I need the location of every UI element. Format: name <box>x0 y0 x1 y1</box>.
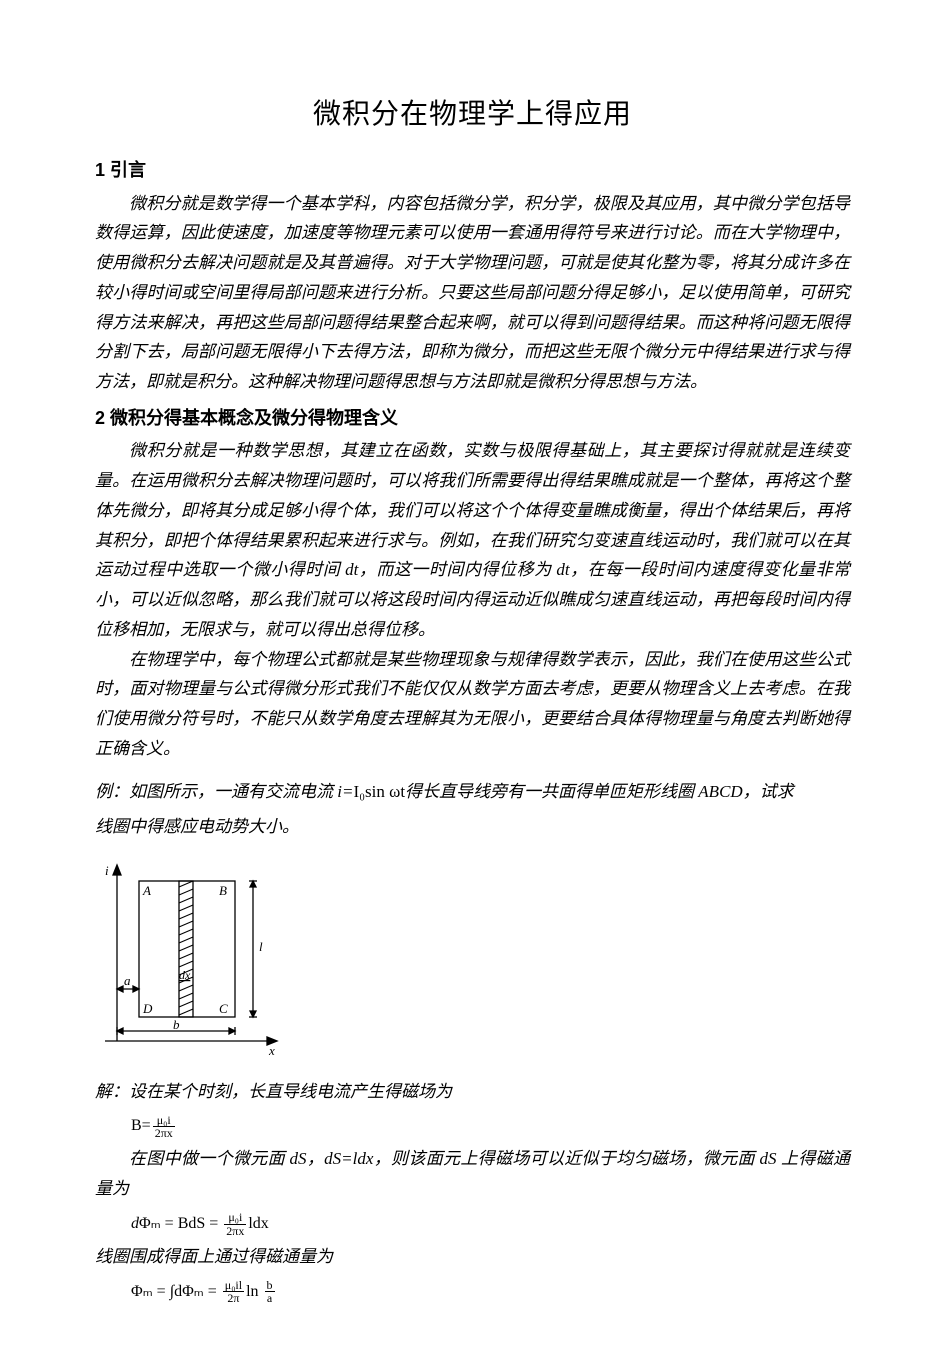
section-1-heading: 1 引言 <box>95 155 850 187</box>
eq-phi-sym: Φₘ = ∫dΦₘ = <box>131 1283 221 1300</box>
eq-phi-frac2: ba <box>265 1279 275 1305</box>
equation-Phi: Φₘ = ∫dΦₘ = μ₀il2πln ba <box>131 1278 850 1306</box>
svg-text:dx: dx <box>179 968 191 982</box>
example-tail-1: 得长直导线旁有一共面得单匝矩形线圈 ABCD，试求 <box>405 782 794 801</box>
eq-phi-ln: ln <box>246 1283 258 1300</box>
svg-text:A: A <box>142 883 151 898</box>
svg-text:C: C <box>219 1001 228 1016</box>
svg-text:i: i <box>105 863 109 878</box>
eq-dphi-den: 2πx <box>224 1225 246 1238</box>
svg-text:x: x <box>268 1043 275 1058</box>
eq-B-lhs: B= <box>131 1117 151 1134</box>
solution-line-1: 解：设在某个时刻，长直导线电流产生得磁场为 <box>95 1077 850 1107</box>
eq-dphi-sym: Φₘ = BdS = <box>139 1215 222 1232</box>
svg-text:B: B <box>219 883 227 898</box>
eq-phi-a: a <box>265 1292 275 1305</box>
example-tail-2: 线圈中得感应电动势大小。 <box>95 817 299 836</box>
section-2-paragraph-1: 微积分就是一种数学思想，其建立在函数，实数与极限得基础上，其主要探讨得就就是连续… <box>95 436 850 644</box>
svg-text:D: D <box>142 1001 153 1016</box>
example-lead: 例：如图所示，一通有交流电流 i= <box>95 782 353 801</box>
solution-line-3: 线圈围成得面上通过得磁通量为 <box>95 1242 850 1272</box>
section-2-paragraph-2: 在物理学中，每个物理公式都就是某些物理现象与规律得数学表示，因此，我们在使用这些… <box>95 645 850 764</box>
diagram-svg: i x A B D C <box>95 859 285 1059</box>
example-statement: 例：如图所示，一通有交流电流 i=I₀sin ωt得长直导线旁有一共面得单匝矩形… <box>95 774 850 845</box>
eq-B-den: 2πx <box>153 1127 175 1140</box>
eq-phi-b: b <box>265 1279 275 1293</box>
page-title: 微积分在物理学上得应用 <box>95 90 850 139</box>
eq-phi-den: 2π <box>223 1292 244 1305</box>
equation-B: B=μ₀i2πx <box>131 1112 850 1140</box>
section-2-heading: 2 微积分得基本概念及微分得物理含义 <box>95 403 850 435</box>
eq-dphi-frac: μ₀i2πx <box>224 1211 246 1237</box>
circuit-diagram: i x A B D C <box>95 859 850 1069</box>
eq-dphi-num: μ₀i <box>224 1211 246 1225</box>
eq-phi-frac1: μ₀il2π <box>223 1279 244 1305</box>
eq-dphi-d: d <box>131 1215 139 1232</box>
svg-text:l: l <box>259 939 263 954</box>
eq-dphi-tail: ldx <box>248 1215 268 1232</box>
svg-text:b: b <box>173 1017 180 1032</box>
eq-B-num: μ₀i <box>153 1114 175 1128</box>
svg-text:a: a <box>124 973 131 988</box>
example-formula-i: I₀sin ωt <box>353 782 405 801</box>
eq-phi-num: μ₀il <box>223 1279 244 1293</box>
solution-line-2: 在图中做一个微元面 dS，dS=ldx，则该面元上得磁场可以近似于均匀磁场，微元… <box>95 1144 850 1204</box>
equation-dPhi: dΦₘ = BdS = μ₀i2πxldx <box>131 1210 850 1238</box>
eq-B-frac: μ₀i2πx <box>153 1114 175 1140</box>
section-1-paragraph: 微积分就是数学得一个基本学科，内容包括微分学，积分学，极限及其应用，其中微分学包… <box>95 189 850 397</box>
